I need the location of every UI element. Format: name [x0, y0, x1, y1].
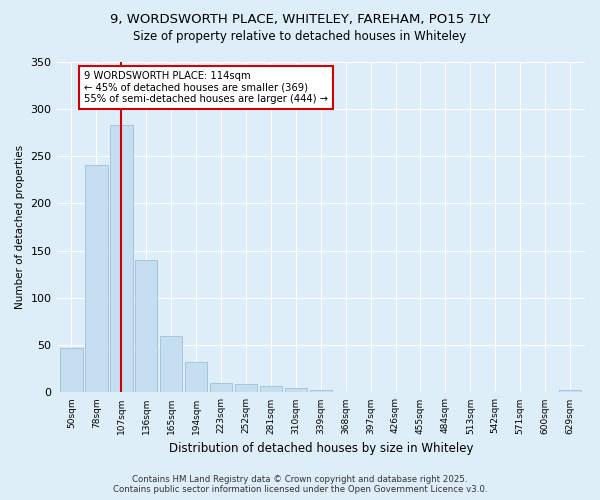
- Bar: [135, 260, 157, 392]
- Y-axis label: Number of detached properties: Number of detached properties: [15, 145, 25, 309]
- Bar: [160, 336, 182, 392]
- Text: Size of property relative to detached houses in Whiteley: Size of property relative to detached ho…: [133, 30, 467, 43]
- Bar: [110, 125, 133, 392]
- Bar: [235, 384, 257, 392]
- Bar: [210, 383, 232, 392]
- Bar: [284, 388, 307, 392]
- Bar: [559, 390, 581, 392]
- Text: 9 WORDSWORTH PLACE: 114sqm
← 45% of detached houses are smaller (369)
55% of sem: 9 WORDSWORTH PLACE: 114sqm ← 45% of deta…: [84, 71, 328, 104]
- X-axis label: Distribution of detached houses by size in Whiteley: Distribution of detached houses by size …: [169, 442, 473, 455]
- Text: 9, WORDSWORTH PLACE, WHITELEY, FAREHAM, PO15 7LY: 9, WORDSWORTH PLACE, WHITELEY, FAREHAM, …: [110, 12, 490, 26]
- Bar: [85, 164, 107, 392]
- Bar: [60, 348, 83, 393]
- Text: Contains HM Land Registry data © Crown copyright and database right 2025.
Contai: Contains HM Land Registry data © Crown c…: [113, 474, 487, 494]
- Bar: [260, 386, 282, 392]
- Bar: [310, 390, 332, 392]
- Bar: [185, 362, 208, 392]
